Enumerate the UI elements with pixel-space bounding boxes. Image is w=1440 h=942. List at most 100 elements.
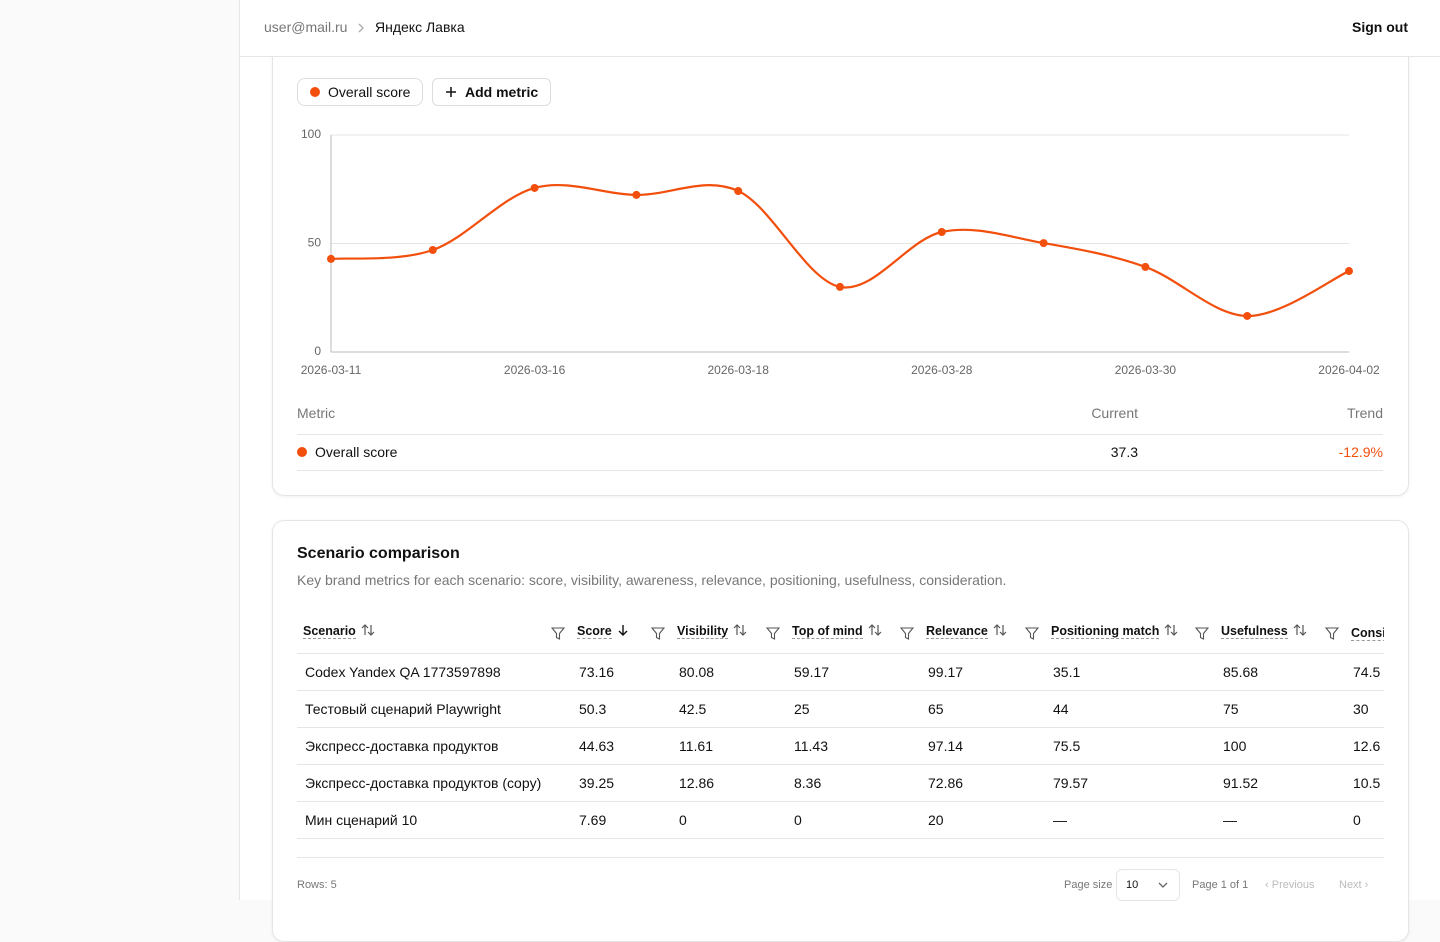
header-row: Scenario Score Visibility Top of mind Releva… [297,613,1384,654]
y-tick-label: 0 [314,344,321,358]
point [327,254,335,263]
filter-icon[interactable] [899,626,915,643]
column-header[interactable]: Positioning match [1045,613,1215,654]
table-cell: Codex Yandex QA 1773597898 [297,653,571,691]
column-header[interactable]: Usefulness [1215,613,1345,654]
page-size-select[interactable]: 10 [1116,869,1180,901]
y-tick-label: 100 [301,127,321,141]
table-row[interactable]: Codex Yandex QA 1773597898 73.16 80.08 59.1… [297,653,1384,691]
table-cell: 12.6 [1345,727,1384,765]
table-cell: 11.61 [671,727,786,765]
sort-icon [733,623,747,639]
metric-header: Metric [297,405,336,421]
x-tick-label: 2026-03-16 [504,363,566,377]
chip-dot [310,87,320,97]
chevron-down [1158,882,1168,888]
table-cell: 99.17 [920,653,1045,691]
table-cell: 79.57 [1045,764,1215,802]
table-cell: 7.69 [571,801,671,839]
column-header[interactable]: Top of mind [786,613,920,654]
point [1141,262,1150,271]
previous[interactable]: ‹ Previous [1265,879,1315,891]
table-row[interactable]: Экспресс-доставка продуктов 44.63 11.61 11.… [297,727,1384,765]
filter-icon[interactable] [1194,626,1210,643]
next-label: Next [1339,879,1362,891]
point [734,186,743,195]
table-cell: 12.86 [671,764,786,802]
column-label: Consi [1351,626,1384,641]
metric-row: Overall score 37.3 -12.9% [297,434,1383,471]
table-row[interactable]: Тестовый сценарий Playwright 50.3 42.5 25 65… [297,690,1384,728]
sort-icon [1164,623,1178,639]
column-header[interactable]: Relevance [920,613,1045,654]
sort-icon [617,624,629,639]
x-tick-label: 2026-03-30 [1115,363,1177,377]
point [1345,267,1353,276]
column-header[interactable]: Score [571,613,671,654]
line-chart: 0 50 100 2026-03-11 2026-03-16 2026-03-18 2026… [301,127,1380,377]
metric-chip[interactable]: Overall score [297,78,424,106]
plus-icon [446,87,456,97]
x-tick-label: 2026-03-18 [708,363,770,377]
add-metric-label: Add metric [465,84,539,100]
table-cell: 74.5 [1345,653,1384,691]
column-label: Relevance [926,623,988,639]
filter-icon[interactable] [1324,626,1340,643]
next[interactable]: Next › [1339,879,1369,891]
table-cell: 10.5 [1345,764,1384,802]
table-cell: 44.63 [571,727,671,765]
legend-dot [297,447,307,457]
section-description: Key brand metrics for each scenario: sco… [297,572,1007,588]
table-cell: Мин сценарий 10 [297,801,571,839]
sign-out[interactable]: Sign out [1352,19,1408,35]
point [836,282,844,291]
point [937,227,946,236]
table-cell: 44 [1045,690,1215,728]
table-cell: 11.43 [786,727,920,765]
table-cell: 75 [1215,690,1345,728]
table-cell: 20 [920,801,1045,839]
table-cell: 85.68 [1215,653,1345,691]
table-wrap: Scenario Score Visibility Top of mind Releva… [297,613,1384,839]
column-header[interactable]: Consi [1345,613,1384,654]
x-tick-label: 2026-03-11 [301,363,362,377]
table-row[interactable]: Мин сценарий 10 7.69 0 0 20— —0 [297,801,1384,839]
table-cell: 97.14 [920,727,1045,765]
point [632,190,641,199]
metric-cell: -12.9% [1338,444,1383,460]
chip-label: Overall score [328,84,411,100]
add-metric[interactable]: Add metric [432,78,552,106]
line [330,184,1350,318]
table-cell: 0 [786,801,920,839]
page-info: Page 1 of 1 [1192,879,1249,891]
table-row[interactable]: Экспресс-доставка продуктов (copy) 39.25 1… [297,764,1384,802]
rows-count: Rows: 5 [297,879,337,891]
sidebar [0,0,240,900]
page-size-value: 10 [1126,879,1139,891]
table-cell: 73.16 [571,653,671,691]
table-cell: 50.3 [571,690,671,728]
top-bar: user@mail.ru Яндекс Лавка Sign out [240,0,1440,57]
filter-icon[interactable] [550,626,566,643]
scenario-card: Scenario comparison Key brand metrics fo… [272,520,1409,942]
point [428,246,437,255]
column-label: Scenario [303,623,356,639]
table-cell: — [1045,801,1215,839]
scenario-table: Scenario Score Visibility Top of mind Releva… [297,613,1384,839]
filter-icon[interactable] [765,626,781,643]
breadcrumb-org[interactable]: Яндекс Лавка [375,19,465,35]
breadcrumb-user[interactable]: user@mail.ru [264,19,348,35]
table-cell: 75.5 [1045,727,1215,765]
filter-icon[interactable] [650,626,666,643]
page-size-label: Page size [1064,879,1113,891]
column-header[interactable]: Scenario [297,613,571,654]
divider [297,857,1384,858]
table-cell: 0 [1345,801,1384,839]
table-cell: 25 [786,690,920,728]
filter-icon[interactable] [1024,626,1040,643]
column-header[interactable]: Visibility [671,613,786,654]
sort-icon [868,623,882,639]
point [530,183,539,192]
sort-icon [993,623,1007,639]
